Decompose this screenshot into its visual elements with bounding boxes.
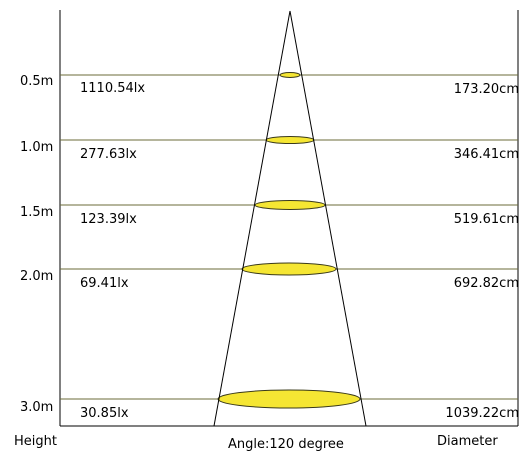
- light-spot-4: [217, 389, 361, 409]
- diameter-label-3: 692.82cm: [453, 276, 519, 291]
- height-label-2: 1.5m: [20, 205, 54, 220]
- lux-label-1: 277.63lx: [80, 147, 137, 162]
- height-label-3: 2.0m: [20, 269, 54, 284]
- beam-edge-right: [289, 10, 367, 427]
- diameter-label-2: 519.61cm: [453, 212, 519, 227]
- beam-edge-left: [213, 10, 291, 427]
- light-spot-1: [265, 136, 315, 144]
- diameter-column-label: Diameter: [437, 434, 498, 449]
- height-label-0: 0.5m: [20, 74, 54, 89]
- lux-label-4: 30.85lx: [80, 406, 129, 421]
- beam-angle-label: Angle:120 degree: [228, 437, 344, 452]
- height-label-4: 3.0m: [20, 400, 54, 415]
- lux-label-3: 69.41lx: [80, 276, 129, 291]
- light-spot-0: [279, 72, 301, 78]
- diameter-label-4: 1039.22cm: [445, 406, 519, 421]
- height-column-label: Height: [14, 434, 57, 449]
- light-spot-3: [241, 262, 337, 276]
- lux-label-0: 1110.54lx: [80, 81, 146, 96]
- diameter-label-1: 346.41cm: [453, 147, 519, 162]
- lux-label-2: 123.39lx: [80, 212, 137, 227]
- height-label-1: 1.0m: [20, 140, 54, 155]
- diameter-label-0: 173.20cm: [453, 82, 519, 97]
- light-spot-2: [254, 200, 326, 210]
